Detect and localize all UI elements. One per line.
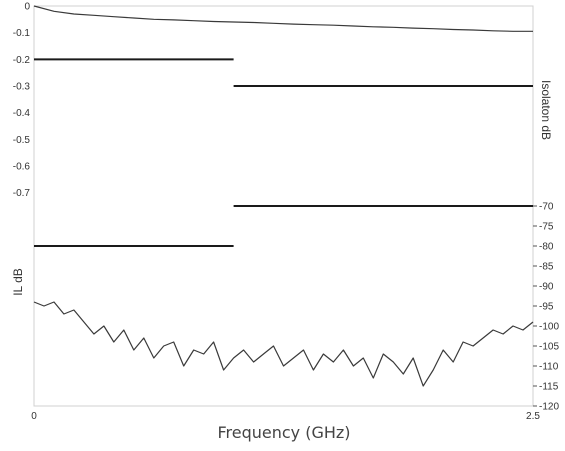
- left-tick-label: -0.3: [13, 82, 31, 93]
- left-axis-ticks: 0 -0.1 -0.2 -0.3 -0.4 -0.5 -0.6 -0.7: [13, 2, 31, 200]
- right-tick-label: -75: [539, 222, 554, 233]
- x-tick-label: 2.5: [526, 411, 540, 422]
- left-tick-label: -0.7: [13, 188, 31, 199]
- left-tick-label: -0.2: [13, 55, 31, 66]
- left-tick-label: 0: [24, 2, 30, 13]
- right-tick-label: -115: [539, 382, 559, 393]
- right-tick-label: -95: [539, 302, 554, 313]
- right-tick-label: -100: [539, 322, 559, 333]
- right-tick-label: -90: [539, 282, 554, 293]
- right-tick-label: -70: [539, 202, 554, 213]
- left-tick-label: -0.6: [13, 162, 31, 173]
- right-tick-label: -110: [539, 362, 559, 373]
- left-tick-label: -0.5: [13, 135, 31, 146]
- right-tick-label: -85: [539, 262, 554, 273]
- ylabel-left: IL dB: [11, 268, 25, 296]
- limit-lines: [34, 58, 533, 247]
- right-tick-label: -105: [539, 342, 559, 353]
- isolation-line: [33, 301, 534, 387]
- ylabel-right: Isolaton dB: [539, 80, 553, 140]
- x-axis-ticks: 0 2.5: [31, 411, 540, 422]
- xlabel: Frequency (GHz): [217, 423, 350, 442]
- right-axis-ticks: -70 -75 -80 -85 -90 -95 -100 -105 -110 -115 -120: [533, 202, 559, 413]
- insertion-loss-line: [33, 5, 533, 32]
- x-tick-label: 0: [31, 411, 37, 422]
- series-lines: [33, 5, 534, 387]
- left-tick-label: -0.1: [13, 28, 31, 39]
- right-tick-label: -80: [539, 242, 554, 253]
- left-tick-label: -0.4: [13, 108, 31, 119]
- right-tick-label: -120: [539, 402, 559, 413]
